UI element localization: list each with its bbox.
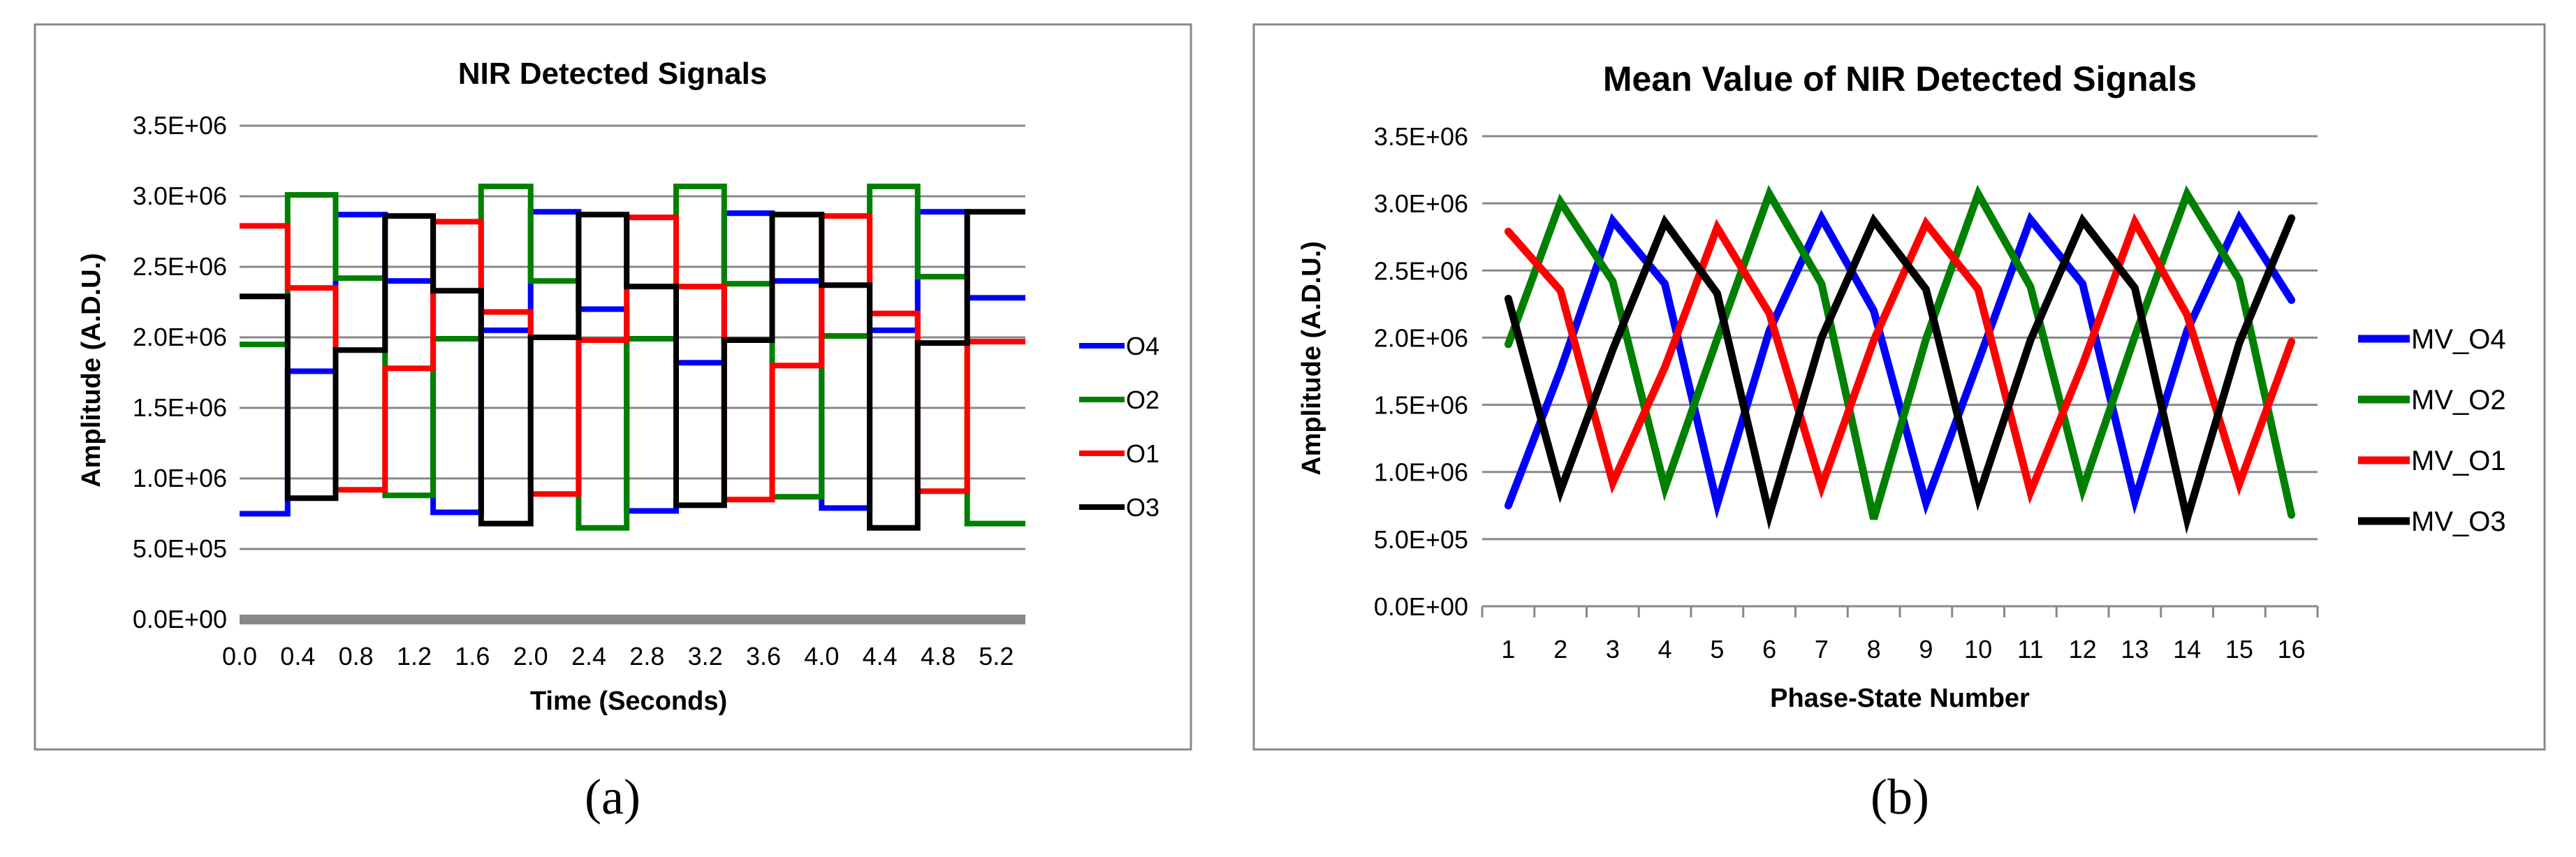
chart-a-x-tick: 0.0 — [222, 642, 257, 671]
chart-b-x-tick: 9 — [1919, 635, 1933, 664]
chart-b-x-tick: 1 — [1501, 635, 1515, 664]
chart-a-x-tick: 0.4 — [280, 642, 315, 671]
chart-a-y-tick: 2.5E+06 — [133, 252, 227, 281]
chart-b-y-tick: 3.5E+06 — [1374, 122, 1468, 151]
chart-b-x-tick: 5 — [1710, 635, 1724, 664]
chart-a-x-tick: 5.2 — [979, 642, 1013, 671]
chart-a-x-tick: 0.8 — [339, 642, 374, 671]
chart-a-x-tick: 1.6 — [455, 642, 490, 671]
chart-b-series-mv_o3 — [1504, 213, 2296, 534]
chart-b-x-tick: 11 — [2017, 635, 2043, 664]
panel-label-b: (b) — [1871, 769, 1929, 825]
chart-b-y-tick: 1.5E+06 — [1374, 391, 1468, 420]
chart-a-y-tick: 0.0E+00 — [133, 605, 227, 633]
panel-label-a: (a) — [585, 769, 641, 825]
chart-b-x-tick: 14 — [2173, 635, 2201, 664]
chart-b-frame — [1252, 23, 2546, 751]
chart-a: NIR Detected Signals 0.0E+00 5.0E+05 1.0E+… — [34, 23, 1192, 751]
chart-a-x-tick: 2.0 — [513, 642, 548, 671]
chart-b-x-tick: 7 — [1815, 635, 1829, 664]
chart-b-y-ticks: 0.0E+00 5.0E+05 1.0E+06 1.5E+06 2.0E+06 2.5E+… — [1374, 122, 1468, 621]
chart-a-x-ticks: 0.0 0.4 0.8 1.2 1.6 2.0 2.4 2.8 3.2 3.6 4.0 4.4 4.8 5… — [222, 642, 1013, 671]
chart-a-y-tick: 1.0E+06 — [133, 464, 227, 492]
chart-b-legend-label: MV_O2 — [2411, 385, 2506, 416]
chart-b-legend-label: MV_O4 — [2411, 324, 2506, 355]
chart-b-ylabel: Amplitude (A.D.U.) — [1297, 241, 1326, 476]
chart-a-xlabel: Time (Seconds) — [530, 687, 727, 716]
chart-b-y-tick: 3.0E+06 — [1374, 189, 1468, 218]
chart-b-y-tick: 5.0E+05 — [1374, 525, 1468, 554]
chart-b-y-tick: 2.5E+06 — [1374, 256, 1468, 285]
chart-a-y-tick: 3.0E+06 — [133, 182, 227, 210]
chart-a-series — [240, 183, 1025, 531]
chart-a-legend-label: O3 — [1126, 493, 1159, 522]
chart-a-x-tick: 3.6 — [746, 642, 781, 671]
chart-b-x-tick: 8 — [1867, 635, 1881, 664]
chart-a-x-tick: 2.4 — [571, 642, 606, 671]
chart-a-x-tick: 1.2 — [397, 642, 432, 671]
chart-b-x-tick: 10 — [1964, 635, 1992, 664]
chart-b-x-tick: 12 — [2069, 635, 2097, 664]
chart-a-legend-label: O4 — [1126, 332, 1159, 360]
chart-a-y-tick: 1.5E+06 — [133, 393, 227, 422]
chart-a-series-o3 — [240, 209, 1025, 531]
chart-b-y-tick: 2.0E+06 — [1374, 323, 1468, 352]
chart-b-legend: MV_O4 MV_O2 MV_O1 MV_O3 — [2358, 324, 2506, 537]
chart-b-x-tick: 2 — [1553, 635, 1567, 664]
chart-a-y-tick: 5.0E+05 — [133, 534, 227, 563]
chart-a-y-tick: 3.5E+06 — [133, 111, 227, 140]
chart-a-y-tick: 2.0E+06 — [133, 323, 227, 351]
chart-b-x-tick: 15 — [2225, 635, 2253, 664]
chart-b-title: Mean Value of NIR Detected Signals — [1603, 59, 2197, 98]
chart-a-ylabel: Amplitude (A.D.U.) — [77, 253, 106, 488]
chart-a-x-axis — [240, 615, 1025, 624]
chart-a-x-tick: 4.8 — [921, 642, 956, 671]
chart-b-x-ticks: 1 2 3 4 5 6 7 8 9 10 11 12 13 14 15 16 — [1481, 606, 2319, 664]
chart-a-gridlines — [240, 124, 1025, 550]
chart-b-legend-label: MV_O3 — [2411, 506, 2506, 537]
chart-b: Mean Value of NIR Detected Signals 0.0E+… — [1252, 23, 2546, 751]
chart-b-x-tick: 13 — [2121, 635, 2149, 664]
chart-a-legend-label: O2 — [1126, 386, 1159, 414]
chart-a-title: NIR Detected Signals — [458, 57, 768, 91]
chart-b-legend-label: MV_O1 — [2411, 446, 2506, 476]
chart-b-x-tick: 6 — [1762, 635, 1776, 664]
chart-a-legend-label: O1 — [1126, 439, 1159, 468]
chart-b-y-tick: 0.0E+00 — [1374, 592, 1468, 621]
chart-a-y-ticks: 0.0E+00 5.0E+05 1.0E+06 1.5E+06 2.0E+06 2.5E+… — [133, 111, 227, 633]
chart-b-series — [1504, 184, 2296, 534]
chart-a-x-tick: 4.4 — [863, 642, 898, 671]
chart-b-y-tick: 1.0E+06 — [1374, 458, 1468, 487]
chart-a-x-tick: 4.0 — [804, 642, 839, 671]
chart-a-x-tick: 2.8 — [629, 642, 664, 671]
chart-a-legend: O4 O2 O1 O3 — [1079, 332, 1159, 522]
chart-b-xlabel: Phase-State Number — [1770, 684, 2030, 713]
chart-b-x-tick: 4 — [1658, 635, 1672, 664]
chart-b-x-tick: 16 — [2278, 635, 2306, 664]
chart-b-x-tick: 3 — [1606, 635, 1620, 664]
chart-a-x-tick: 3.2 — [688, 642, 723, 671]
chart-b-series-mv_o1 — [1504, 213, 2296, 505]
chart-a-frame — [34, 23, 1192, 751]
